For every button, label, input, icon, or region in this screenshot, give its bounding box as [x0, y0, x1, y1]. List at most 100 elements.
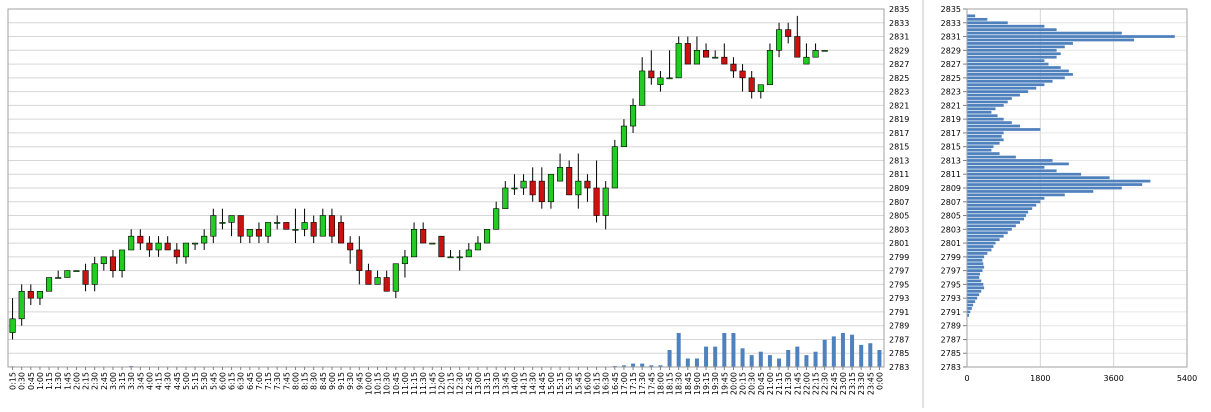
profile-price-tick-label: 2823	[941, 88, 961, 97]
time-tick-label: 19:30	[711, 372, 720, 395]
volume-bar	[758, 351, 763, 367]
candle	[292, 208, 299, 244]
volume-profile-bar	[967, 207, 1033, 211]
candle	[146, 236, 153, 257]
time-tick-label: 12:15	[447, 372, 456, 395]
candle	[602, 181, 609, 230]
volume-profile-bar	[967, 238, 1000, 242]
candle	[392, 263, 399, 299]
time-tick-label: 11:30	[419, 372, 428, 395]
volume-bar	[740, 348, 745, 367]
time-tick-label: 15:15	[556, 372, 565, 395]
profile-price-tick-label: 2803	[941, 225, 961, 234]
volume-profile-bar	[967, 183, 1143, 186]
candle-body-down	[785, 29, 792, 37]
candle	[666, 50, 673, 80]
time-tick-label: 11:45	[428, 372, 437, 395]
time-tick-label: 9:15	[337, 372, 346, 390]
candlestick-axes: 2783 2785 2787 2789 2791 2793 2795 2797 2799 2801…	[7, 5, 909, 395]
volume-bar	[850, 334, 855, 367]
candle	[776, 22, 783, 58]
volume-profile-bar	[967, 217, 1025, 221]
time-tick-label: 10:45	[392, 372, 401, 395]
time-tick-label: 3:30	[127, 372, 136, 390]
time-tick-label: 5:15	[191, 372, 200, 390]
time-tick-label: 20:30	[748, 372, 757, 395]
volume-bar	[749, 355, 754, 367]
volume-profile-bar	[967, 286, 985, 290]
volume-profile-bar	[967, 100, 1008, 104]
volume-profile-bar	[967, 169, 1057, 173]
profile-price-tick-label: 2805	[941, 212, 961, 221]
volume-profile-bar	[967, 24, 1045, 28]
price-tick-label: 2785	[889, 349, 909, 358]
profile-price-tick-label: 2791	[941, 308, 961, 317]
time-tick-label: 20:45	[757, 372, 766, 395]
candle-body-down	[164, 242, 171, 251]
time-tick-label: 6:00	[218, 372, 227, 390]
volume-bar	[804, 355, 809, 367]
candle-body-down	[684, 43, 691, 65]
time-tick-label: 2:00	[72, 372, 81, 390]
candle-body-down	[82, 270, 89, 285]
candle	[657, 70, 664, 92]
candle-body-up	[474, 242, 481, 251]
time-tick-label: 4:00	[145, 372, 154, 390]
price-tick-label: 2809	[889, 184, 909, 193]
candle	[684, 36, 691, 65]
candle-body-down	[794, 36, 801, 58]
volume-profile-bar	[967, 138, 1004, 142]
candle	[9, 298, 16, 340]
volume-profile-bar	[967, 269, 983, 272]
profile-price-tick-label: 2793	[941, 294, 961, 303]
candle-body-down	[137, 235, 144, 244]
volume-bar	[722, 333, 727, 367]
time-tick-label: 1:00	[36, 372, 45, 390]
time-tick-label: 5:00	[182, 372, 191, 390]
candle	[255, 222, 262, 244]
candle-body-up	[493, 208, 500, 230]
profile-price-tick-label: 2783	[941, 363, 961, 372]
time-tick-label: 19:15	[702, 372, 711, 395]
candle	[119, 249, 126, 278]
candle-body-up	[484, 229, 491, 244]
volume-profile-bar	[967, 35, 1175, 38]
price-tick-label: 2795	[889, 280, 909, 289]
time-tick-label: 3:00	[109, 372, 118, 390]
price-tick-label: 2825	[889, 74, 909, 83]
candle	[164, 236, 171, 251]
profile-price-tick-label: 2831	[941, 33, 961, 42]
candle-body-up	[18, 290, 25, 320]
time-tick-label: 1:30	[54, 372, 63, 390]
candle	[511, 174, 518, 195]
candle	[173, 243, 180, 264]
candle-body-up	[100, 256, 107, 265]
candle-body-down	[146, 242, 153, 251]
price-tick-label: 2805	[889, 212, 909, 221]
volume-profile-bar	[967, 162, 1069, 166]
volume-profile-bar	[967, 107, 996, 111]
volume-profile-bar	[967, 93, 1020, 97]
candle-body-up	[821, 50, 828, 52]
time-tick-label: 18:30	[675, 372, 684, 395]
candle-body-down	[328, 215, 335, 237]
candle	[347, 236, 354, 264]
volume-profile-bar	[967, 145, 994, 149]
time-tick-label: 23:00	[839, 372, 848, 395]
time-tick-label: 22:15	[812, 372, 821, 395]
candle	[748, 70, 755, 99]
time-tick-label: 13:15	[483, 372, 492, 395]
candle	[374, 270, 381, 285]
candle	[310, 215, 317, 244]
price-tick-label: 2829	[889, 46, 909, 55]
price-tick-label: 2803	[889, 225, 909, 234]
volume-bar	[676, 333, 681, 367]
candle-body-up	[9, 318, 16, 333]
time-tick-label: 21:00	[766, 372, 775, 395]
volume-profile-bar	[967, 231, 1008, 235]
price-tick-label: 2815	[889, 143, 909, 152]
candlestick-gridlines	[8, 8, 884, 368]
profile-price-tick-label: 2811	[941, 170, 961, 179]
candle-body-up	[182, 242, 189, 258]
profile-volume-tick-label: 5400	[1177, 374, 1197, 383]
